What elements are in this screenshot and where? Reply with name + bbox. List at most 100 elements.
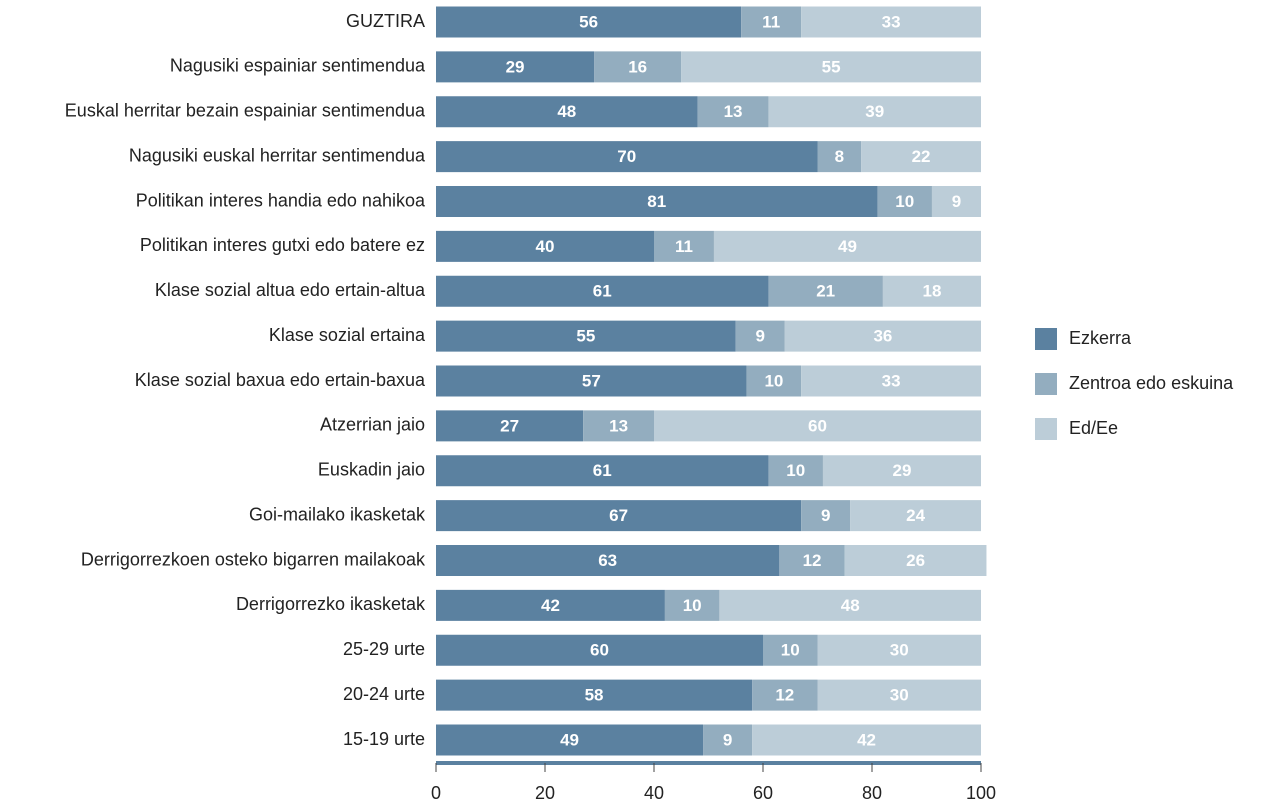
bar-segment xyxy=(436,589,665,621)
bar-segment xyxy=(752,724,981,756)
value-label: 61 xyxy=(593,282,612,301)
value-label: 48 xyxy=(841,596,860,615)
x-tick-label: 0 xyxy=(431,783,441,803)
bar-segment xyxy=(436,230,654,262)
bar-segment xyxy=(654,410,981,442)
bar-segment xyxy=(817,141,862,173)
value-label: 10 xyxy=(781,641,800,660)
category-label: Nagusiki espainiar sentimendua xyxy=(170,56,426,76)
category-label: Goi-mailako ikasketak xyxy=(249,504,426,524)
legend-label: Zentroa edo eskuina xyxy=(1069,373,1234,393)
bar-segment xyxy=(735,320,785,352)
bar-segment xyxy=(779,545,845,576)
bar-segment xyxy=(436,724,704,756)
value-label: 11 xyxy=(675,237,693,256)
bar-segment xyxy=(741,6,802,38)
legend-swatch xyxy=(1035,418,1057,440)
value-label: 16 xyxy=(628,57,647,76)
bar-segment xyxy=(746,365,802,397)
bar-segment xyxy=(583,410,654,442)
value-label: 12 xyxy=(775,686,794,705)
bar-segment xyxy=(681,51,981,83)
bar-segment xyxy=(817,679,981,711)
bar-segment xyxy=(436,455,769,487)
category-label: Euskadin jaio xyxy=(318,460,425,480)
value-label: 55 xyxy=(822,57,841,76)
value-label: 61 xyxy=(593,461,612,480)
value-label: 26 xyxy=(906,551,925,570)
bar-segment xyxy=(436,545,780,576)
bar-segment xyxy=(436,275,769,307)
bar-segment xyxy=(654,230,714,262)
x-tick-label: 80 xyxy=(862,783,882,803)
category-label: 25-29 urte xyxy=(343,639,425,659)
value-label: 49 xyxy=(838,237,857,256)
bar-segment xyxy=(844,545,987,576)
category-label: Euskal herritar bezain espainiar sentime… xyxy=(65,101,426,121)
bar-segment xyxy=(436,186,878,217)
bar-segment xyxy=(436,6,742,38)
bar-segment xyxy=(703,724,753,756)
category-label: Derrigorrezko ikasketak xyxy=(236,594,426,614)
category-label: GUZTIRA xyxy=(346,11,425,31)
bar-segment xyxy=(763,634,818,666)
bar-segment xyxy=(719,589,981,621)
bar-segment xyxy=(594,51,682,83)
value-label: 30 xyxy=(890,641,909,660)
value-label: 33 xyxy=(882,371,901,390)
bar-segment xyxy=(436,679,753,711)
bar-segment xyxy=(931,186,981,217)
value-label: 13 xyxy=(609,416,628,435)
bar-segment xyxy=(768,96,981,128)
x-tick-label: 60 xyxy=(753,783,773,803)
category-label: Atzerrian jaio xyxy=(320,415,425,435)
value-label: 60 xyxy=(590,641,609,660)
value-label: 67 xyxy=(609,506,628,525)
value-label: 18 xyxy=(922,282,941,301)
value-label: 21 xyxy=(816,282,835,301)
value-label: 27 xyxy=(500,416,519,435)
value-label: 13 xyxy=(724,102,743,121)
value-label: 55 xyxy=(576,327,595,346)
x-tick-label: 100 xyxy=(966,783,996,803)
value-label: 29 xyxy=(506,57,525,76)
value-label: 9 xyxy=(723,730,732,749)
value-label: 29 xyxy=(893,461,912,480)
bar-segment xyxy=(713,230,981,262)
value-label: 24 xyxy=(906,506,925,525)
value-label: 36 xyxy=(873,327,892,346)
legend-swatch xyxy=(1035,328,1057,350)
value-label: 39 xyxy=(865,102,884,121)
value-label: 10 xyxy=(764,371,783,390)
value-label: 22 xyxy=(912,147,931,166)
bar-segment xyxy=(817,634,981,666)
bar-segment xyxy=(436,410,584,442)
value-label: 56 xyxy=(579,12,598,31)
value-label: 58 xyxy=(585,686,604,705)
category-label: Klase sozial altua edo ertain-altua xyxy=(155,280,426,300)
bar-segment xyxy=(436,365,747,397)
value-label: 63 xyxy=(598,551,617,570)
category-label: Politikan interes gutxi edo batere ez xyxy=(140,235,425,255)
bar-segment xyxy=(822,455,981,487)
bar-segment xyxy=(436,51,595,83)
value-label: 10 xyxy=(786,461,805,480)
bar-segment xyxy=(801,500,851,532)
value-label: 10 xyxy=(683,596,702,615)
value-label: 42 xyxy=(541,596,560,615)
value-label: 11 xyxy=(762,12,780,31)
category-label: Klase sozial baxua edo ertain-baxua xyxy=(135,370,426,390)
value-label: 9 xyxy=(821,506,830,525)
category-label: Nagusiki euskal herritar sentimendua xyxy=(129,145,426,165)
value-label: 30 xyxy=(890,686,909,705)
value-label: 12 xyxy=(803,551,822,570)
legend-label: Ed/Ee xyxy=(1069,418,1118,438)
value-label: 40 xyxy=(536,237,555,256)
bar-segment xyxy=(436,96,698,128)
bar-segment xyxy=(882,275,981,307)
bar-segment xyxy=(861,141,981,173)
bar-segment xyxy=(752,679,818,711)
bar-segment xyxy=(664,589,720,621)
value-label: 81 xyxy=(647,192,666,211)
